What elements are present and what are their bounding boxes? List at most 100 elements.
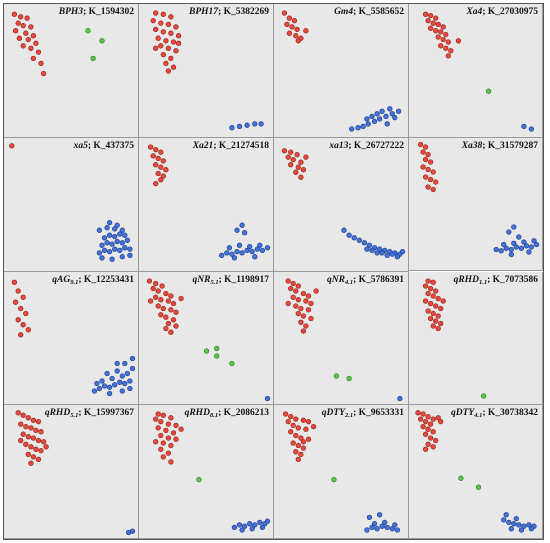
- scatter-panel: qRHD5.1; K_15997367: [4, 405, 139, 539]
- data-point-red: [38, 60, 44, 67]
- data-point-red: [300, 439, 307, 445]
- data-point-red: [165, 68, 172, 74]
- data-point-red: [170, 39, 177, 45]
- data-point-red: [28, 24, 34, 30]
- scatter-panel: Xa38; K_31579287: [409, 138, 543, 271]
- data-point-red: [308, 315, 314, 322]
- data-point-red: [155, 425, 161, 431]
- scatter-plot: [153, 411, 271, 533]
- data-point-red: [435, 295, 441, 302]
- data-point-red: [173, 436, 179, 442]
- data-point-red: [163, 60, 169, 67]
- data-point-red: [298, 435, 304, 441]
- data-point-blue: [365, 121, 371, 127]
- data-point-blue: [252, 522, 258, 528]
- data-point-red: [153, 146, 159, 153]
- data-point-red: [153, 26, 159, 33]
- marker-id: ; K_31579287: [482, 141, 538, 151]
- scatter-panel: Gm4; K_5585652: [274, 4, 409, 138]
- data-point-blue: [114, 368, 120, 374]
- data-point-blue: [521, 239, 527, 245]
- data-point-red: [285, 278, 291, 284]
- data-point-blue: [224, 250, 230, 256]
- data-point-blue: [122, 232, 128, 238]
- data-point-blue: [231, 255, 238, 261]
- data-point-red: [40, 70, 47, 77]
- data-point-blue: [112, 246, 118, 252]
- data-point-red: [290, 294, 296, 300]
- data-point-red: [15, 317, 21, 323]
- data-point-red: [427, 285, 434, 292]
- data-point-green: [214, 345, 220, 352]
- marker-id: ; K_7073586: [487, 275, 538, 285]
- data-point-blue: [506, 519, 512, 526]
- data-point-blue: [236, 123, 243, 130]
- data-point-green: [480, 393, 487, 399]
- data-point-red: [33, 446, 39, 452]
- data-point-red: [425, 413, 431, 420]
- data-point-red: [281, 148, 288, 154]
- data-point-red: [30, 435, 37, 441]
- data-point-blue: [127, 378, 133, 384]
- gene-name: xa5: [73, 141, 88, 151]
- data-point-red: [291, 17, 298, 24]
- gene-name: Xa4: [466, 7, 483, 17]
- data-point-blue: [106, 248, 113, 255]
- data-point-red: [298, 319, 304, 325]
- marker-id: ; K_2086213: [218, 408, 269, 418]
- marker-id: ; K_15997367: [78, 408, 134, 418]
- data-point-blue: [379, 523, 385, 529]
- data-point-red: [150, 153, 156, 159]
- data-point-blue: [119, 227, 125, 233]
- data-point-red: [18, 14, 24, 20]
- gene-subscript: 2.1: [344, 412, 354, 419]
- data-point-blue: [389, 111, 395, 117]
- data-point-blue: [104, 370, 110, 377]
- marker-id: ; K_12253431: [78, 275, 134, 285]
- data-point-green: [203, 348, 210, 354]
- data-point-red: [25, 415, 31, 421]
- data-point-red: [430, 293, 436, 299]
- data-point-red: [168, 442, 174, 449]
- data-point-red: [438, 43, 444, 49]
- data-point-blue: [94, 380, 100, 387]
- data-point-blue: [119, 254, 125, 260]
- data-point-red: [290, 440, 296, 446]
- data-point-red: [281, 10, 288, 16]
- data-point-red: [168, 415, 174, 421]
- data-point-red: [158, 177, 164, 183]
- data-point-blue: [239, 222, 245, 228]
- data-point-blue: [518, 245, 525, 251]
- data-point-red: [438, 305, 444, 312]
- scatter-panel: xa5; K_437375: [4, 138, 139, 272]
- data-point-red: [158, 432, 164, 439]
- data-point-red: [165, 320, 172, 327]
- data-point-blue: [106, 232, 113, 238]
- data-point-red: [435, 34, 441, 40]
- gene-name: qRHD: [184, 408, 210, 418]
- marker-id: ; K_437375: [87, 141, 134, 151]
- data-point-blue: [226, 245, 233, 251]
- data-point-blue: [106, 384, 113, 390]
- data-point-red: [288, 149, 294, 155]
- marker-id: ; K_26727222: [348, 141, 404, 151]
- data-point-red: [295, 456, 301, 463]
- data-point-blue: [127, 246, 133, 252]
- data-point-red: [305, 307, 312, 313]
- data-point-green: [229, 360, 235, 367]
- data-point-red: [153, 280, 159, 287]
- scatter-panel: qNR4.1; K_5786391: [274, 272, 409, 405]
- marker-id: ; K_5585652: [353, 7, 404, 17]
- panel-title: xa13; K_26727222: [329, 141, 404, 152]
- data-point-red: [305, 436, 312, 442]
- gene-subscript: 9.1: [70, 279, 79, 286]
- data-point-red: [422, 174, 429, 180]
- data-point-red: [173, 48, 179, 54]
- data-point-red: [430, 444, 436, 450]
- data-point-red: [168, 293, 174, 299]
- data-point-red: [430, 429, 436, 435]
- data-point-red: [286, 15, 293, 21]
- data-point-blue: [399, 248, 406, 255]
- data-point-red: [12, 299, 19, 305]
- data-point-blue: [376, 512, 383, 518]
